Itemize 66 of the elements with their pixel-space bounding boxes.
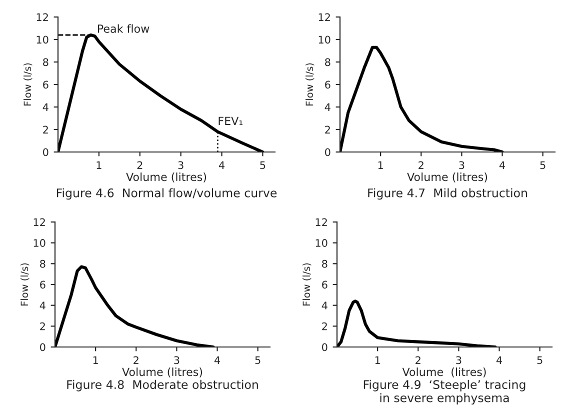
y-tick-label: 12 [318,13,330,21]
ref-line-label: FEV₁ [218,116,243,125]
y-axis-title: Flow (l/s) [302,263,312,306]
y-tick-label: 6 [325,80,330,89]
x-tick-label: 4 [214,356,220,364]
y-tick-label: 10 [316,239,328,247]
line-series [337,300,497,347]
x-tick-label: 5 [260,161,266,170]
y-tick-label: 2 [43,126,48,134]
x-tick-label: 1 [378,161,383,169]
y-tick-label: 4 [324,103,330,111]
x-tick-label: 5 [540,161,546,170]
y-tick-label: 12 [34,218,45,226]
y-tick-label: 10 [318,36,330,44]
x-axis-title: Volume (litres) [126,172,206,182]
x-tick-label: 2 [134,356,138,364]
y-tick-label: 2 [40,322,45,330]
x-tick-label: 2 [416,356,420,364]
x-tick-label: 1 [93,356,98,364]
x-axis-title: Volume (litres) [122,368,202,378]
x-tick-label: 4 [218,161,225,169]
y-tick-label: 6 [43,80,48,89]
y-tick-label: 12 [316,218,327,226]
x-tick-label: 3 [178,161,184,170]
y-tick-label: 0 [322,343,328,352]
x-tick-label: 5 [537,356,542,364]
y-axis-title: Flow (l/s) [20,263,30,306]
x-tick-label: 4 [499,161,505,169]
y-tick-label: 2 [322,322,327,330]
y-tick-label: 4 [40,302,46,310]
x-tick-label: 1 [96,161,102,169]
y-axis-title: Flow (l/s) [24,63,32,106]
y-tick-label: 4 [322,302,328,310]
text: Figure 4.8 Moderate obstruction [67,380,258,392]
ref-line-label: Peak flow [98,24,150,33]
y-tick-label: 0 [325,148,330,156]
x-tick-label: 2 [418,161,424,169]
y-tick-label: 8 [322,260,328,268]
line-series [55,265,215,347]
x-tick-label: 1 [375,356,380,364]
x-axis-title: Volume (litres) [407,172,488,182]
y-tick-label: 4 [42,103,48,111]
y-tick-label: 6 [40,280,46,289]
text: Figure 4.9 ‘Steeple’ tracing in severe emphysema [364,380,526,405]
y-tick-label: 10 [36,36,48,44]
text: Figure 4.7 Mild obstruction [368,188,527,200]
line-series [58,33,264,152]
y-tick-label: 0 [40,343,46,352]
x-tick-label: 4 [496,356,502,364]
x-tick-label: 3 [456,356,462,364]
y-tick-label: 2 [325,126,330,134]
text: Figure 4.6 Normal flow/volume curve [56,188,277,200]
y-axis-title: Flow (l/s) [306,63,314,106]
y-tick-label: 8 [40,260,46,268]
x-tick-label: 5 [255,356,260,364]
x-tick-label: 3 [459,161,464,170]
line-series [340,46,504,152]
x-tick-label: 2 [137,161,142,169]
x-axis-title: Volume (litres) [402,368,486,378]
y-tick-label: 10 [34,239,46,247]
y-tick-label: 12 [36,13,48,21]
y-tick-label: 6 [322,280,328,289]
y-tick-label: 0 [43,148,48,156]
x-tick-label: 3 [174,356,180,364]
y-tick-label: 8 [43,58,48,66]
y-tick-label: 8 [325,58,330,66]
